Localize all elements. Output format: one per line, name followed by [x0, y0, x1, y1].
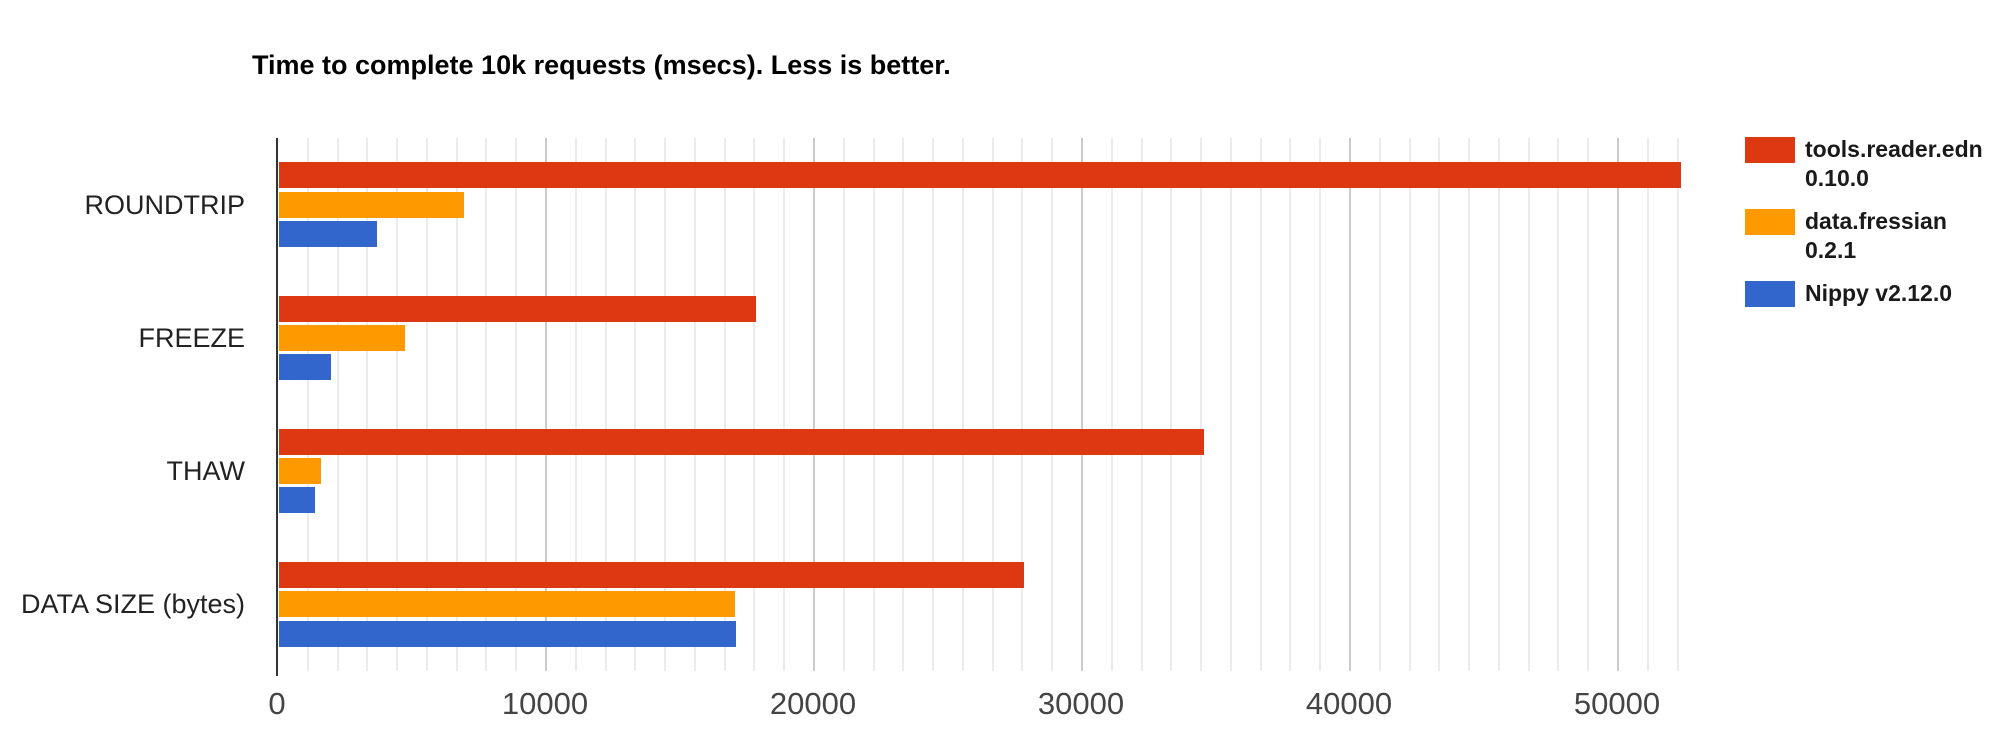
gridline-minor: [366, 138, 368, 671]
gridline-minor: [396, 138, 398, 671]
category-label: THAW: [166, 456, 245, 486]
gridline-minor: [426, 138, 428, 671]
x-tick-label: 20000: [769, 686, 857, 721]
gridline-minor: [575, 138, 577, 671]
category-label: DATA SIZE (bytes): [20, 589, 245, 619]
legend: tools.reader.edn 0.10.0 data.fressian 0.2.1…: [1745, 135, 1983, 308]
gridline-minor: [1260, 138, 1262, 671]
gridline-minor: [1647, 138, 1649, 671]
gridline-minor: [515, 138, 517, 671]
gridline-minor: [1319, 138, 1321, 671]
gridline-minor: [307, 138, 309, 671]
gridline-minor: [1170, 138, 1172, 671]
gridline-minor: [1289, 138, 1291, 671]
bar[interactable]: [279, 354, 331, 380]
gridline-minor: [783, 138, 785, 671]
gridline-minor: [1587, 138, 1589, 671]
bar[interactable]: [279, 591, 735, 617]
legend-item: tools.reader.edn 0.10.0: [1745, 135, 1983, 193]
gridline-minor: [1200, 138, 1202, 671]
category-label: ROUNDTRIP: [84, 190, 246, 220]
gridline-minor: [843, 138, 845, 671]
gridline-minor: [1021, 138, 1023, 671]
gridline-major: [813, 138, 815, 671]
gridline-minor: [485, 138, 487, 671]
bar[interactable]: [279, 325, 405, 351]
gridline-minor: [1409, 138, 1411, 671]
x-tick-label: 10000: [501, 686, 589, 721]
category-label: FREEZE: [138, 323, 245, 353]
gridline-minor: [634, 138, 636, 671]
gridline-major: [1617, 138, 1619, 671]
legend-swatch: [1745, 281, 1795, 307]
gridline-minor: [1468, 138, 1470, 671]
gridline-minor: [1379, 138, 1381, 671]
gridline-minor: [724, 138, 726, 671]
gridline-minor: [1438, 138, 1440, 671]
gridline-minor: [1677, 138, 1679, 671]
gridline-minor: [753, 138, 755, 671]
gridline-major: [1081, 138, 1083, 671]
x-tick-label: 50000: [1573, 686, 1661, 721]
x-tick-label: 0: [268, 686, 286, 721]
legend-label: tools.reader.edn 0.10.0: [1805, 136, 1983, 191]
plot-area: [277, 138, 1688, 671]
x-tick-label: 30000: [1037, 686, 1125, 721]
x-tick-label: 40000: [1305, 686, 1393, 721]
bar[interactable]: [279, 162, 1681, 188]
gridline-minor: [605, 138, 607, 671]
gridline-major: [1349, 138, 1351, 671]
gridline-minor: [337, 138, 339, 671]
legend-label: data.fressian 0.2.1: [1805, 208, 1947, 263]
gridline-minor: [873, 138, 875, 671]
gridline-minor: [1141, 138, 1143, 671]
bar[interactable]: [279, 429, 1204, 455]
gridline-minor: [1111, 138, 1113, 671]
gridline-minor: [694, 138, 696, 671]
bar[interactable]: [279, 296, 756, 322]
gridline-minor: [1528, 138, 1530, 671]
bar[interactable]: [279, 458, 321, 484]
bar[interactable]: [279, 621, 736, 647]
gridline-minor: [1557, 138, 1559, 671]
gridline-minor: [902, 138, 904, 671]
legend-item: Nippy v2.12.0: [1745, 279, 1983, 308]
gridline-minor: [962, 138, 964, 671]
gridline-minor: [992, 138, 994, 671]
legend-swatch: [1745, 209, 1795, 235]
bar[interactable]: [279, 192, 464, 218]
gridline-minor: [664, 138, 666, 671]
gridline-minor: [456, 138, 458, 671]
gridline-major: [545, 138, 547, 671]
bar[interactable]: [279, 221, 377, 247]
legend-item: data.fressian 0.2.1: [1745, 207, 1983, 265]
bar[interactable]: [279, 562, 1024, 588]
legend-swatch: [1745, 137, 1795, 163]
chart-title: Time to complete 10k requests (msecs). L…: [252, 50, 951, 80]
legend-label: Nippy v2.12.0: [1805, 280, 1953, 306]
gridline-minor: [1498, 138, 1500, 671]
bar[interactable]: [279, 487, 315, 513]
gridline-minor: [932, 138, 934, 671]
y-axis-line: [276, 138, 278, 676]
gridline-minor: [1051, 138, 1053, 671]
gridline-minor: [1230, 138, 1232, 671]
